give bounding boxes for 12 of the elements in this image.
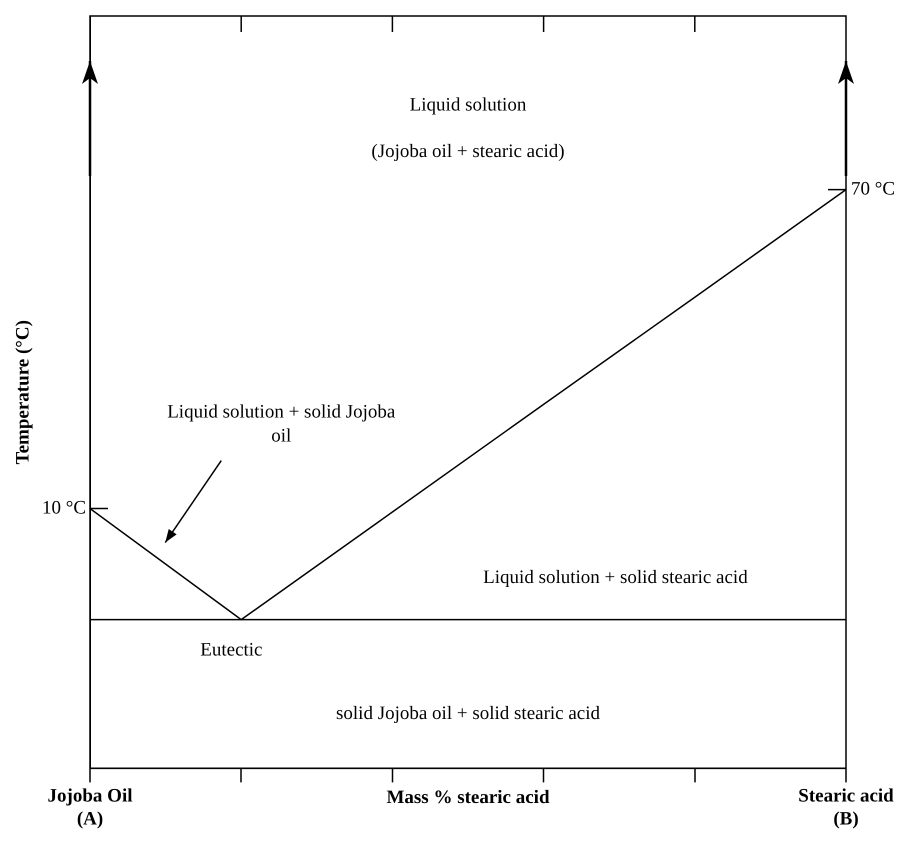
annotation: 10 °C (42, 498, 86, 519)
annotation: solid Jojoba oil + solid stearic acid (336, 703, 600, 724)
annotation: Liquid solution + solid Jojoba oil (167, 402, 396, 447)
text: (Jojoba oil + stearic acid) (371, 141, 565, 162)
x-tick-label: Stearic acid (B) (798, 786, 894, 830)
annotation: 70 °C (851, 178, 896, 200)
text: Liquid solution (410, 94, 527, 116)
x-tick-label: Jojoba Oil (A) (48, 786, 132, 830)
annotation: Eutectic (200, 639, 262, 660)
x-axis-title: Mass % stearic acid (386, 786, 550, 808)
y-axis-title: Temperature (°C) (12, 320, 34, 464)
annotation: Liquid solution + solid stearic acid (483, 567, 748, 588)
